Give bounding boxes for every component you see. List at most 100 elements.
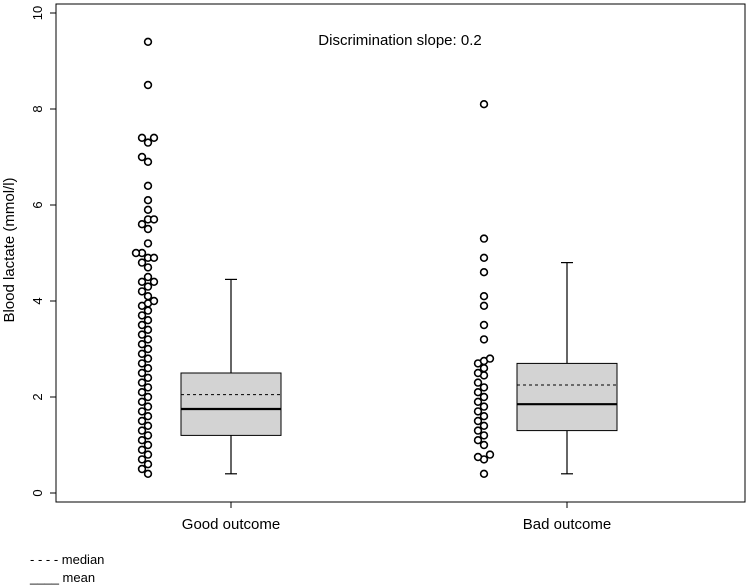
data-point [485,450,495,459]
data-point [143,392,153,402]
data-point [479,392,489,402]
data-point [473,452,483,462]
box [180,372,282,436]
data-point [479,253,489,262]
data-point [137,455,147,464]
data-point [137,359,147,368]
data-point [479,440,489,450]
data-point [143,402,153,411]
data-point [137,436,147,445]
y-axis: 0 2 4 6 8 10 [30,6,56,497]
data-point [143,272,153,282]
data-point [137,407,147,416]
data-point [143,196,153,205]
y-tick-label: 4 [30,297,45,304]
legend-median: - - - - median [30,552,105,567]
data-point [137,445,147,454]
data-point [479,383,489,392]
data-point [143,421,153,430]
data-point [137,258,147,267]
data-point [143,138,153,147]
x-tick-label: Bad outcome [523,516,611,533]
data-point [485,354,495,363]
data-point [143,80,153,90]
legend-mean: ____ mean [30,570,96,585]
y-tick-label: 6 [30,201,45,208]
data-point [473,426,483,435]
data-point [143,460,153,469]
y-tick-label: 10 [30,6,45,20]
annotation-text: Discrimination slope: 0.2 [318,32,481,49]
data-point [143,450,153,459]
data-points [131,37,495,478]
data-point [479,421,489,430]
data-point [479,402,489,411]
data-point [479,301,489,310]
data-point [143,335,153,344]
x-tick-label: Good outcome [182,516,280,533]
data-point [137,426,147,435]
data-point [143,181,153,191]
data-point [143,239,153,248]
data-point [473,436,483,445]
y-tick-label: 8 [30,105,45,112]
data-point [479,320,489,330]
data-point [473,388,483,397]
box [516,362,618,432]
data-point [149,296,159,306]
x-axis: Good outcome Bad outcome [182,502,611,533]
data-point [149,277,159,286]
data-point [479,268,489,277]
data-point [137,378,147,387]
y-tick-label: 2 [30,393,45,400]
data-point [149,133,159,143]
data-point [143,431,153,440]
data-point [479,364,489,373]
data-point [143,364,153,373]
data-point [143,344,153,354]
data-point [143,440,153,450]
plot-frame [55,3,746,503]
data-point [137,277,147,286]
data-point [143,316,153,325]
data-point [143,383,153,392]
data-point [137,320,147,330]
data-point [473,378,483,387]
data-point [473,407,483,416]
data-point [137,311,147,320]
data-point [143,282,153,291]
data-point [479,99,489,109]
data-point [137,464,147,474]
data-point [137,388,147,397]
plot-border [55,3,746,503]
data-point [149,253,159,262]
data-point [143,354,153,363]
data-point [473,416,483,426]
data-point [479,292,489,301]
data-point [137,133,147,143]
data-point [137,397,147,406]
data-point [479,469,489,478]
data-point [137,330,147,339]
y-axis-title: Blood lactate (mmol/l) [1,177,18,322]
data-point [137,340,147,349]
data-point [143,373,153,382]
data-point [143,224,153,234]
data-point [143,469,153,478]
data-point [149,215,159,224]
data-point [143,306,153,315]
data-point [137,287,147,296]
data-point [479,412,489,421]
data-point [479,431,489,440]
data-point [479,335,489,344]
data-point [143,205,153,215]
data-point [137,368,147,378]
data-point [479,234,489,243]
data-point [143,325,153,334]
data-point [143,37,153,46]
data-point [131,248,141,258]
data-point [143,263,153,272]
data-point [137,349,147,358]
